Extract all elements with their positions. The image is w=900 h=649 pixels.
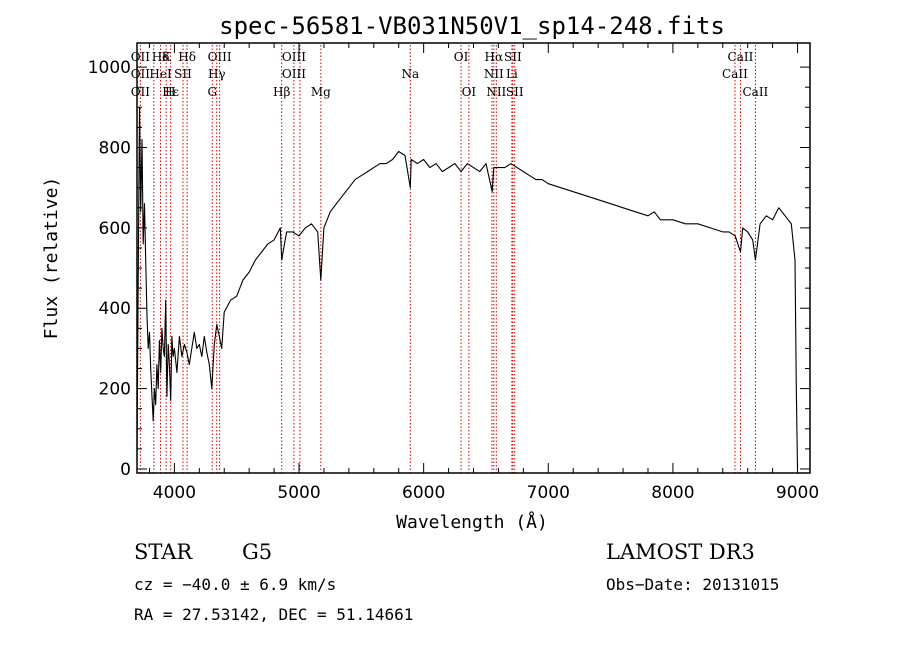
spectral-line-label: H	[165, 85, 175, 99]
spectral-line-label: OI	[462, 85, 477, 99]
series	[136, 106, 799, 470]
spectral-line-label: SII	[506, 85, 524, 99]
line-markers	[139, 45, 756, 473]
spectral-line-label: SII	[504, 50, 522, 64]
spectral-line-label: OIII	[282, 50, 306, 64]
observation-date: Obs−Date: 20131015	[606, 575, 780, 594]
spectral-line-label: Li	[506, 67, 518, 81]
spectral-line-label: OII	[131, 50, 151, 64]
x-tick-label: 6000	[402, 483, 445, 503]
spectral-line-label: OII	[131, 67, 151, 81]
y-tick-label: 600	[99, 219, 131, 239]
x-tick-label: 8000	[651, 483, 694, 503]
x-tick-label: 5000	[277, 483, 320, 503]
spectral-line-label: OIII	[282, 67, 306, 81]
object-subclass: G5	[242, 540, 273, 564]
spectral-line-label: NII	[484, 67, 504, 81]
spectral-line-label: Hδ	[152, 50, 170, 64]
spectral-line-label: NII	[486, 85, 506, 99]
y-tick-label: 1000	[88, 58, 131, 78]
spectral-line-label: HeI	[149, 67, 172, 81]
spectral-line-label: Hε	[162, 85, 179, 99]
coordinates: RA = 27.53142, DEC = 51.14661	[134, 605, 414, 624]
x-tick-label: 4000	[153, 483, 196, 503]
y-ticks: 0 200 400 600 800 1000	[88, 58, 810, 480]
spectral-line-label: G	[207, 85, 217, 99]
plot-frame	[136, 42, 811, 474]
x-axis-label: Wavelength (Å)	[396, 511, 548, 533]
spectral-line-label: Mg	[311, 85, 331, 99]
spectral-line-label: CaII	[722, 67, 748, 81]
redshift-info: cz = −40.0 ± 6.9 km/s	[134, 575, 337, 594]
x-tick-label: 9000	[776, 483, 819, 503]
spectral-line-label: OIII	[208, 50, 232, 64]
y-tick-label: 0	[120, 460, 131, 480]
spectral-line-label: SII	[174, 67, 192, 81]
spectral-line-label: OII	[131, 85, 151, 99]
spectral-line-label: Hβ	[273, 85, 290, 99]
y-axis-label: Flux (relative)	[41, 177, 62, 340]
x-tick-label: 7000	[527, 483, 570, 503]
y-tick-label: 800	[99, 138, 131, 158]
spectral-line-label: Hδ	[178, 50, 196, 64]
spectral-line-label: CaII	[742, 85, 768, 99]
spectral-line-label: CaII	[728, 50, 754, 64]
y-tick-label: 400	[99, 299, 131, 319]
object-class: STAR	[134, 540, 193, 564]
spectral-line-label: OI	[454, 50, 469, 64]
spectral-line-label: Hα	[485, 50, 504, 64]
spectrum-line	[136, 106, 799, 470]
spectral-line-label: Na	[401, 67, 419, 81]
survey-name: LAMOST DR3	[606, 540, 755, 564]
chart-title: spec-56581-VB031N50V1_sp14-248.fits	[219, 12, 725, 40]
x-ticks: 4000 5000 6000 7000 8000 9000	[148, 43, 819, 503]
spectral-line-label: Hγ	[208, 67, 226, 81]
y-tick-label: 200	[99, 380, 131, 400]
spectral-line-label: K	[162, 50, 172, 64]
